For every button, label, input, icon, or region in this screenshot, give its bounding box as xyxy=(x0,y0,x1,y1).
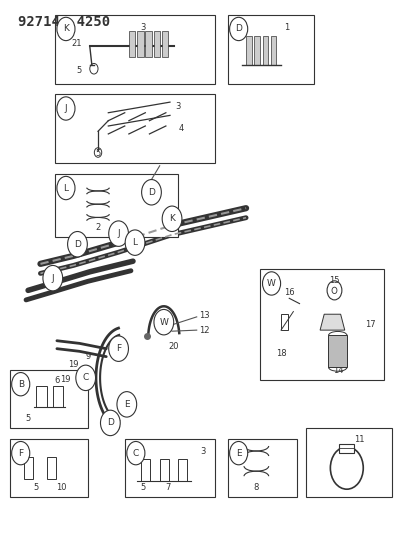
Circle shape xyxy=(12,441,30,465)
Bar xyxy=(260,269,383,381)
Bar xyxy=(137,30,143,57)
Text: L: L xyxy=(63,183,68,192)
Text: 5: 5 xyxy=(33,483,39,492)
Text: 5: 5 xyxy=(140,483,145,492)
Text: 18: 18 xyxy=(275,350,286,359)
Text: D: D xyxy=(235,25,242,34)
Text: 5: 5 xyxy=(95,149,100,158)
Text: W: W xyxy=(159,318,168,327)
Circle shape xyxy=(57,97,75,120)
Bar xyxy=(305,428,391,497)
Text: 3: 3 xyxy=(175,102,180,111)
Circle shape xyxy=(141,180,161,205)
Bar xyxy=(227,14,313,84)
Text: 92714  4250: 92714 4250 xyxy=(18,14,110,29)
Text: D: D xyxy=(107,418,114,427)
Bar xyxy=(153,30,160,57)
Text: D: D xyxy=(148,188,154,197)
Text: 6: 6 xyxy=(54,376,59,385)
Bar xyxy=(270,36,276,65)
Text: 16: 16 xyxy=(283,288,294,297)
Text: J: J xyxy=(51,273,54,282)
Bar xyxy=(141,459,150,481)
Circle shape xyxy=(154,310,173,335)
Circle shape xyxy=(162,206,181,231)
Circle shape xyxy=(12,373,30,396)
Text: J: J xyxy=(117,229,120,238)
Bar xyxy=(9,370,88,428)
Text: 17: 17 xyxy=(364,320,375,329)
Text: F: F xyxy=(116,344,121,353)
Bar xyxy=(161,30,168,57)
Text: 5: 5 xyxy=(76,66,81,75)
Text: E: E xyxy=(235,449,241,458)
Text: 19: 19 xyxy=(68,360,78,369)
Circle shape xyxy=(262,272,280,295)
Circle shape xyxy=(116,392,136,417)
Text: 3: 3 xyxy=(200,447,205,456)
Bar xyxy=(227,439,297,497)
Circle shape xyxy=(109,336,128,361)
Text: 15: 15 xyxy=(328,276,339,285)
Text: F: F xyxy=(18,449,23,458)
Circle shape xyxy=(125,230,145,255)
Circle shape xyxy=(109,221,128,246)
Circle shape xyxy=(76,365,95,391)
Text: J: J xyxy=(64,104,67,113)
Text: 21: 21 xyxy=(71,39,81,49)
Bar xyxy=(328,335,346,367)
Text: 9: 9 xyxy=(85,352,90,361)
Bar xyxy=(55,174,178,237)
Bar xyxy=(124,439,215,497)
Text: K: K xyxy=(63,25,69,34)
Text: 1: 1 xyxy=(284,22,289,31)
Bar xyxy=(254,36,259,65)
Circle shape xyxy=(229,17,247,41)
Text: 19: 19 xyxy=(60,375,70,384)
Bar xyxy=(338,443,354,453)
Bar xyxy=(36,386,47,407)
Text: K: K xyxy=(169,214,175,223)
Text: 12: 12 xyxy=(198,326,209,335)
Text: 14: 14 xyxy=(332,366,343,375)
Bar xyxy=(280,314,288,330)
Text: 4: 4 xyxy=(178,124,183,133)
Bar xyxy=(24,457,33,479)
Bar xyxy=(53,386,63,407)
Bar xyxy=(245,36,251,65)
Circle shape xyxy=(126,441,145,465)
Text: B: B xyxy=(18,379,24,389)
Text: E: E xyxy=(124,400,129,409)
Text: L: L xyxy=(132,238,137,247)
Circle shape xyxy=(100,410,120,435)
Bar xyxy=(262,36,268,65)
Circle shape xyxy=(67,231,87,257)
Bar xyxy=(178,459,187,481)
Text: C: C xyxy=(133,449,139,458)
Bar xyxy=(145,30,152,57)
Text: 7: 7 xyxy=(165,483,170,492)
Bar xyxy=(47,457,55,479)
Text: 13: 13 xyxy=(198,311,209,320)
Bar xyxy=(159,459,169,481)
Text: 5: 5 xyxy=(26,414,31,423)
Text: C: C xyxy=(82,373,89,382)
Bar xyxy=(55,14,215,84)
Text: D: D xyxy=(74,240,81,249)
Circle shape xyxy=(57,176,75,200)
Text: 2: 2 xyxy=(95,223,100,232)
Polygon shape xyxy=(319,314,344,330)
Circle shape xyxy=(57,17,75,41)
Text: 11: 11 xyxy=(353,435,363,444)
Text: 20: 20 xyxy=(169,342,179,351)
Text: 8: 8 xyxy=(253,483,259,492)
Text: 3: 3 xyxy=(140,22,146,31)
Circle shape xyxy=(229,441,247,465)
Text: 10: 10 xyxy=(56,483,66,492)
Bar xyxy=(55,94,215,163)
Circle shape xyxy=(43,265,62,291)
Bar xyxy=(9,439,88,497)
Text: W: W xyxy=(266,279,275,288)
Bar xyxy=(128,30,135,57)
